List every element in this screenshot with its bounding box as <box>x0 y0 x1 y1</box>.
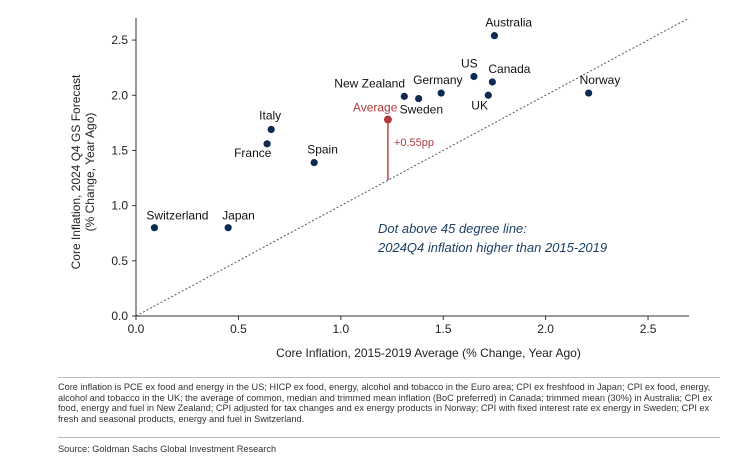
x-axis-label: Core Inflation, 2015-2019 Average (% Cha… <box>276 346 581 360</box>
point-label-italy: Italy <box>259 108 281 122</box>
point-label-canada: Canada <box>488 62 530 76</box>
point-switzerland <box>150 224 159 232</box>
point-label-australia: Australia <box>485 16 532 30</box>
scatter-chart: 0.0 0.5 1.0 1.5 2.0 2.5 0.0 0.5 1.0 1.5 2.0 2.5 Av… <box>69 16 690 360</box>
x-tick-label: 0.5 <box>230 322 247 336</box>
point-average <box>383 115 392 124</box>
point-label-switzerland: Switzerland <box>146 209 208 223</box>
point-italy <box>267 125 275 134</box>
point-label-average: Average <box>353 101 398 115</box>
footnote-divider <box>58 377 720 378</box>
point-label-new-zealand: New Zealand <box>334 76 405 90</box>
point-japan <box>224 224 232 232</box>
point-label-germany: Germany <box>413 73 462 87</box>
footnote-text: Core inflation is PCE ex food and energy… <box>58 382 713 424</box>
point-canada <box>488 78 496 86</box>
point-label-sweden: Sweden <box>400 103 443 117</box>
x-tick-label: 1.0 <box>332 322 349 336</box>
point-spain <box>310 158 318 167</box>
point-label-uk: UK <box>471 98 488 112</box>
point-uk <box>484 91 492 99</box>
y-tick-label: 1.0 <box>111 199 128 213</box>
point-us <box>470 72 478 81</box>
point-label-norway: Norway <box>580 73 621 87</box>
y-axis-label-line-1: Core Inflation, 2024 Q4 GS Forecast <box>69 74 83 269</box>
point-label-us: US <box>461 56 478 70</box>
source-divider <box>58 437 720 438</box>
point-australia <box>490 32 499 40</box>
point-germany <box>437 89 445 97</box>
annotation-line-1: Dot above 45 degree line: <box>378 221 527 236</box>
point-label-japan: Japan <box>222 209 255 223</box>
x-tick-label: 2.0 <box>537 322 554 336</box>
point-france <box>263 140 271 148</box>
y-tick-label: 1.5 <box>111 143 128 157</box>
point-new-zealand <box>400 92 408 100</box>
45-degree-reference-line <box>135 17 690 317</box>
point-label-france: France <box>234 146 272 160</box>
annotation-line-2: 2024Q4 inflation higher than 2015-2019 <box>377 240 607 255</box>
y-tick-label: 0.5 <box>111 254 128 268</box>
x-tick-label: 2.5 <box>640 322 657 336</box>
point-sweden <box>415 94 423 103</box>
x-tick-label: 1.5 <box>435 322 452 336</box>
y-axis-label-line-2: (% Change, Year Ago) <box>83 113 97 232</box>
x-tick-label: 0.0 <box>128 322 145 336</box>
point-label-spain: Spain <box>307 143 338 157</box>
y-tick-label: 0.0 <box>111 309 128 323</box>
y-tick-label: 2.5 <box>111 33 128 47</box>
point-norway <box>585 89 593 97</box>
source-text: Source: Goldman Sachs Global Investment … <box>58 444 277 454</box>
average-gap-label: +0.55pp <box>394 137 434 149</box>
y-tick-label: 2.0 <box>111 88 128 102</box>
